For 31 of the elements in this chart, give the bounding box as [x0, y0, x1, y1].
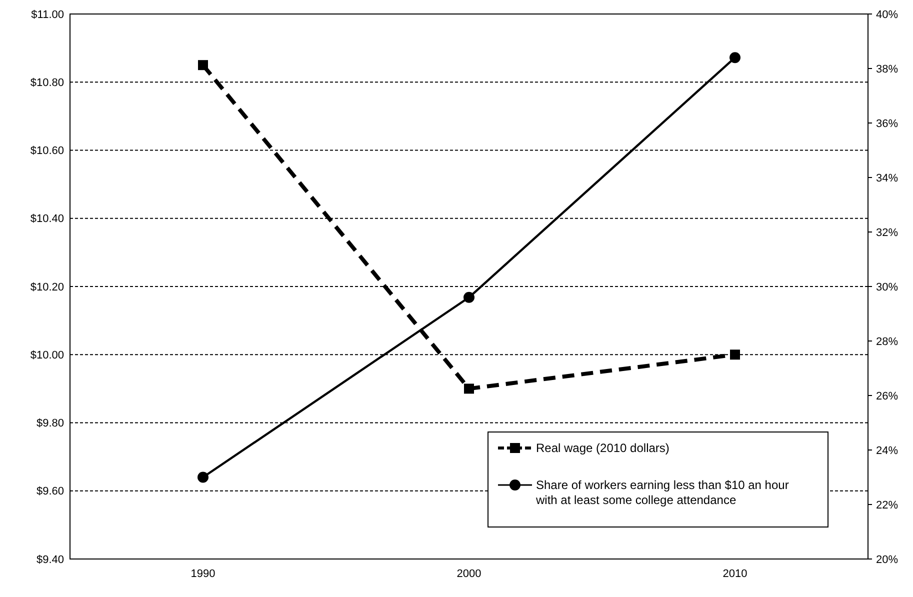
y2-tick-label: 38%	[876, 63, 898, 76]
y-tick-label: $10.20	[30, 281, 64, 294]
y2-tick-label: 22%	[876, 499, 898, 512]
y2-tick-label: 34%	[876, 172, 898, 184]
y2-tick-label: 30%	[876, 281, 898, 294]
point	[198, 472, 208, 483]
y-tick-label: $10.00	[30, 349, 64, 362]
y2-tick-label: 20%	[876, 554, 898, 566]
legend-label: Real wage (2010 dollars)	[536, 441, 670, 456]
point	[730, 350, 740, 360]
y2-tick-label: 24%	[876, 444, 898, 457]
y-tick-label: $11.00	[31, 8, 64, 21]
legend-label: Share of workers earning less than $10 an hour with at least some college attendance	[535, 478, 789, 508]
x-tick-label: 2000	[456, 568, 482, 580]
point	[464, 292, 474, 303]
y-tick-label: $10.80	[30, 76, 64, 89]
y2-tick-label: 36%	[876, 118, 898, 130]
x-tick-label: 2010	[722, 568, 748, 580]
point	[730, 52, 740, 64]
y2-tick-label: 28%	[876, 336, 898, 348]
y-tick-label: $10.40	[30, 213, 64, 226]
y-tick-label: $9.40	[36, 554, 64, 566]
point	[464, 384, 474, 394]
y-tick-label: $9.60	[36, 486, 64, 498]
y2-tick-label: 26%	[876, 390, 898, 402]
x-tick-label: 1990	[190, 568, 216, 580]
y2-tick-label: 40%	[876, 8, 898, 21]
y-tick-label: $9.80	[36, 418, 64, 430]
y-tick-label: $10.60	[30, 145, 64, 158]
y2-tick-label: 32%	[876, 226, 898, 239]
point	[198, 60, 208, 70]
